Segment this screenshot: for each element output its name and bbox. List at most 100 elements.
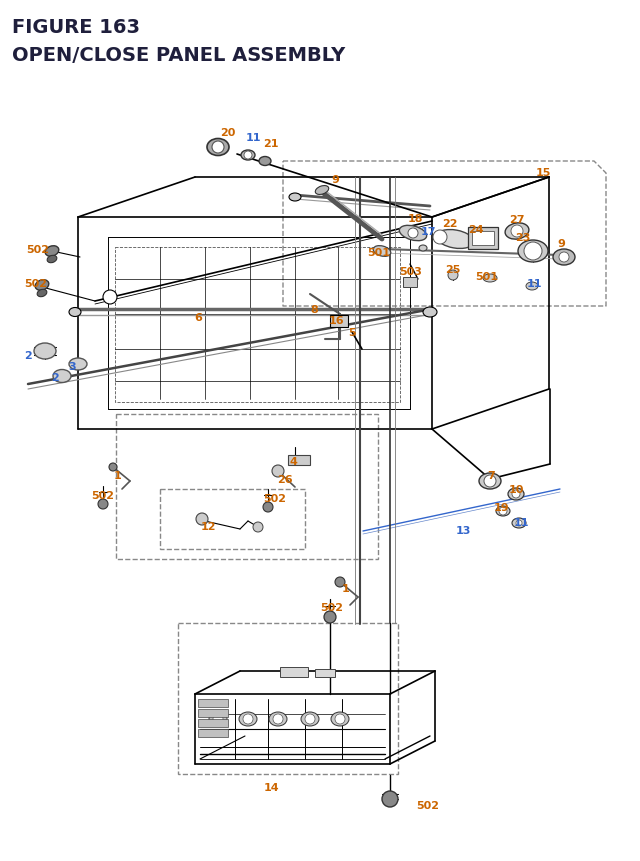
Circle shape bbox=[516, 520, 522, 526]
Text: 11: 11 bbox=[513, 517, 529, 528]
Text: 17: 17 bbox=[420, 226, 436, 237]
Circle shape bbox=[305, 714, 315, 724]
Circle shape bbox=[524, 243, 542, 261]
Text: 502: 502 bbox=[92, 491, 115, 500]
Circle shape bbox=[273, 714, 283, 724]
Bar bbox=[178, 623, 398, 774]
Text: 27: 27 bbox=[509, 214, 525, 225]
Bar bbox=[403, 278, 417, 288]
Bar bbox=[280, 667, 308, 678]
Text: 6: 6 bbox=[194, 313, 202, 323]
Circle shape bbox=[196, 513, 208, 525]
Circle shape bbox=[109, 463, 117, 472]
Text: FIGURE 163: FIGURE 163 bbox=[12, 18, 140, 37]
Text: 5: 5 bbox=[348, 328, 356, 338]
Ellipse shape bbox=[419, 245, 427, 251]
Text: 2: 2 bbox=[24, 350, 32, 361]
Circle shape bbox=[408, 229, 418, 238]
Text: 1: 1 bbox=[342, 583, 350, 593]
Text: 502: 502 bbox=[24, 279, 47, 288]
Text: 2: 2 bbox=[51, 373, 59, 382]
Circle shape bbox=[103, 291, 117, 305]
Circle shape bbox=[243, 714, 253, 724]
Ellipse shape bbox=[316, 186, 329, 195]
Ellipse shape bbox=[373, 246, 391, 257]
Circle shape bbox=[98, 499, 108, 510]
Bar bbox=[472, 232, 494, 245]
Text: 13: 13 bbox=[455, 525, 470, 536]
Text: 22: 22 bbox=[442, 219, 458, 229]
Ellipse shape bbox=[269, 712, 287, 726]
Ellipse shape bbox=[239, 712, 257, 726]
Text: 502: 502 bbox=[26, 245, 49, 255]
Circle shape bbox=[484, 475, 496, 487]
Ellipse shape bbox=[34, 344, 56, 360]
Circle shape bbox=[511, 226, 523, 238]
Ellipse shape bbox=[259, 158, 271, 166]
Text: 9: 9 bbox=[557, 238, 565, 249]
Bar bbox=[315, 669, 335, 678]
Ellipse shape bbox=[526, 282, 538, 291]
Bar bbox=[198, 699, 228, 707]
Text: 26: 26 bbox=[277, 474, 293, 485]
Ellipse shape bbox=[209, 712, 227, 726]
Ellipse shape bbox=[436, 230, 474, 249]
Ellipse shape bbox=[69, 308, 81, 317]
Ellipse shape bbox=[47, 256, 57, 263]
Bar bbox=[116, 414, 378, 560]
Text: 4: 4 bbox=[289, 456, 297, 467]
Ellipse shape bbox=[53, 370, 71, 383]
Text: 24: 24 bbox=[468, 225, 484, 235]
Circle shape bbox=[263, 503, 273, 512]
Ellipse shape bbox=[512, 518, 526, 529]
Text: 11: 11 bbox=[245, 133, 260, 143]
Ellipse shape bbox=[423, 307, 437, 318]
Text: 3: 3 bbox=[68, 362, 76, 372]
Ellipse shape bbox=[399, 226, 427, 241]
Text: 12: 12 bbox=[200, 522, 216, 531]
Text: 14: 14 bbox=[263, 782, 279, 792]
Text: 15: 15 bbox=[535, 168, 550, 177]
Text: 21: 21 bbox=[263, 139, 279, 149]
Text: 16: 16 bbox=[328, 316, 344, 325]
Circle shape bbox=[335, 578, 345, 587]
Bar bbox=[198, 709, 228, 717]
Text: 502: 502 bbox=[417, 800, 440, 810]
Text: 25: 25 bbox=[445, 264, 461, 275]
Text: 10: 10 bbox=[508, 485, 524, 494]
Ellipse shape bbox=[483, 275, 497, 282]
Circle shape bbox=[324, 611, 336, 623]
Text: OPEN/CLOSE PANEL ASSEMBLY: OPEN/CLOSE PANEL ASSEMBLY bbox=[12, 46, 345, 65]
Bar bbox=[198, 729, 228, 737]
Text: 11: 11 bbox=[526, 279, 541, 288]
Ellipse shape bbox=[45, 246, 59, 257]
Text: 502: 502 bbox=[264, 493, 287, 504]
Circle shape bbox=[382, 791, 398, 807]
Circle shape bbox=[272, 466, 284, 478]
Text: 19: 19 bbox=[493, 503, 509, 512]
Circle shape bbox=[499, 507, 507, 516]
Circle shape bbox=[335, 714, 345, 724]
Circle shape bbox=[212, 142, 224, 154]
Ellipse shape bbox=[289, 194, 301, 201]
Bar bbox=[330, 316, 348, 328]
Ellipse shape bbox=[505, 224, 529, 240]
Bar bbox=[160, 489, 305, 549]
Text: 20: 20 bbox=[220, 127, 236, 138]
Circle shape bbox=[512, 491, 520, 499]
Ellipse shape bbox=[479, 474, 501, 489]
Ellipse shape bbox=[496, 506, 510, 517]
Text: 8: 8 bbox=[310, 305, 318, 314]
Ellipse shape bbox=[301, 712, 319, 726]
Ellipse shape bbox=[35, 281, 49, 291]
Bar bbox=[115, 248, 400, 403]
Circle shape bbox=[253, 523, 263, 532]
Text: 501: 501 bbox=[476, 272, 499, 282]
Text: 1: 1 bbox=[114, 470, 122, 480]
Ellipse shape bbox=[207, 139, 229, 157]
Circle shape bbox=[448, 270, 458, 281]
Ellipse shape bbox=[331, 712, 349, 726]
Ellipse shape bbox=[508, 488, 524, 500]
Bar bbox=[198, 719, 228, 728]
Text: 23: 23 bbox=[515, 232, 531, 243]
